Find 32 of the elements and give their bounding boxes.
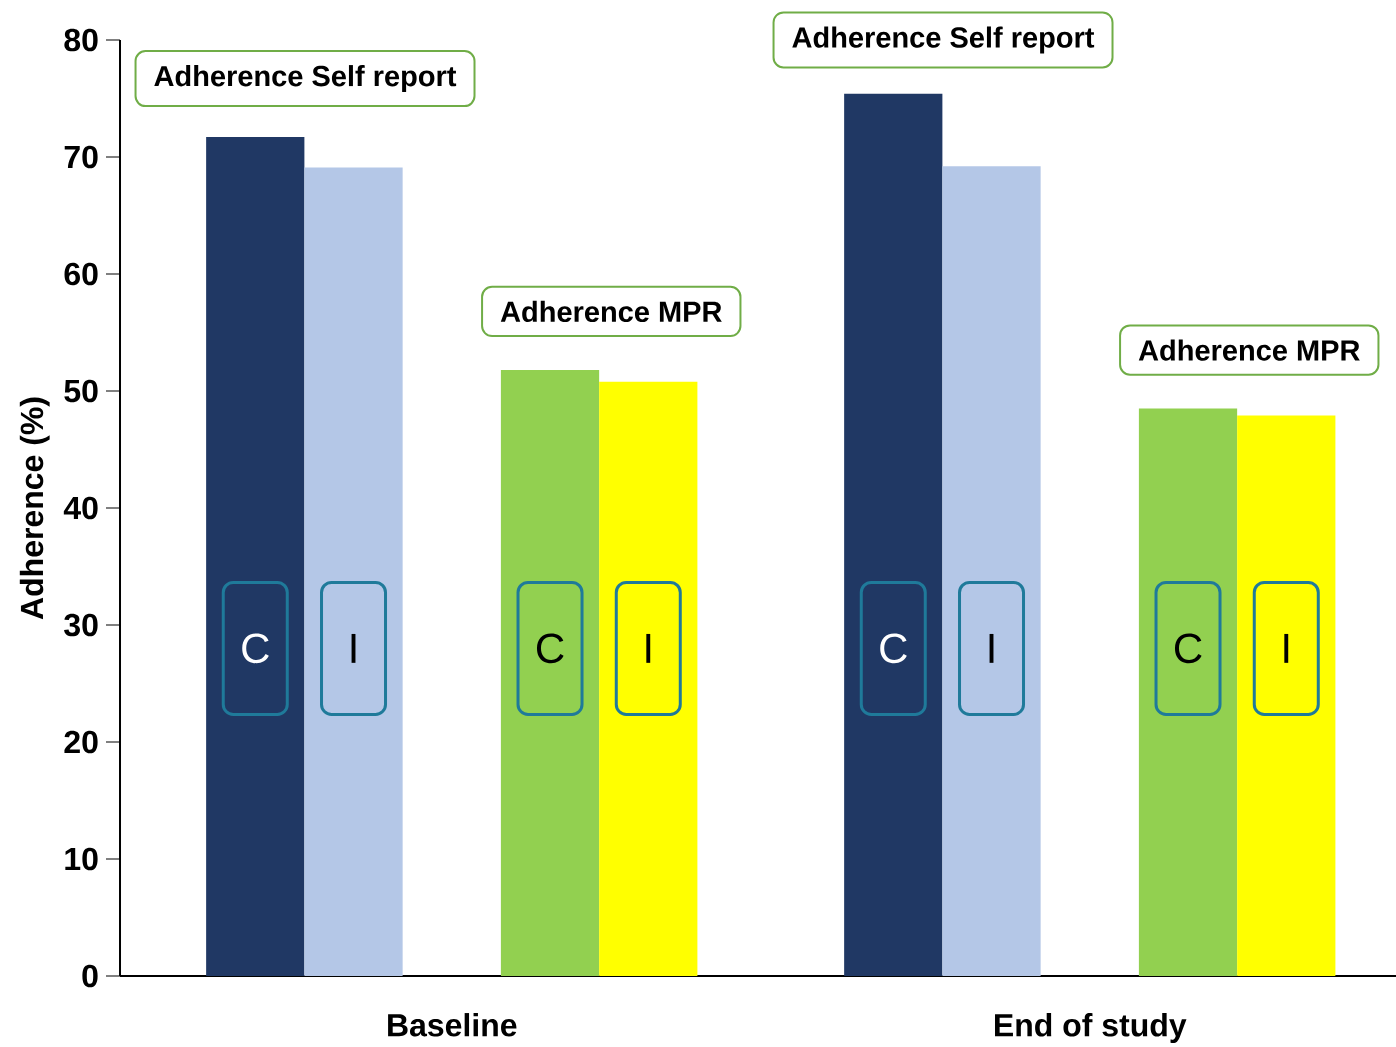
y-tick-label: 20 [64,730,98,754]
y-tick-label: 30 [64,613,98,637]
x-tick-label: End of study [995,1013,1187,1043]
annotation: Adherence MPR [1138,339,1360,361]
text: I [989,633,994,663]
annotation: Adherence Self report [792,26,1095,54]
series-label: I [646,633,651,663]
bar [304,167,403,976]
bar [844,93,943,976]
text: C [536,633,564,664]
series-label: C [1174,633,1202,664]
bar [206,137,305,976]
bar [599,381,698,976]
annotation: Adherence Self report [154,65,457,93]
y-tick-label: 40 [63,496,98,520]
y-tick-label: 60 [64,262,98,286]
series-label: C [880,633,907,664]
annotation: Adherence MPR [500,300,722,323]
bar [1138,408,1238,976]
bar [500,369,600,976]
series-label: I [351,633,356,663]
text: I [1284,633,1289,663]
y-tick-label: 70 [64,145,98,169]
y-tick-label: 50 [64,379,98,403]
bar [942,166,1041,976]
bar [1237,415,1336,976]
y-tick-label: 80 [64,28,98,52]
x-tick-label: Baseline [388,1013,517,1037]
text: C [242,633,269,664]
y-axis-title: Adherence (%) [19,397,50,620]
y-tick-label: 0 [82,964,98,988]
y-tick-label: 10 [65,847,98,871]
